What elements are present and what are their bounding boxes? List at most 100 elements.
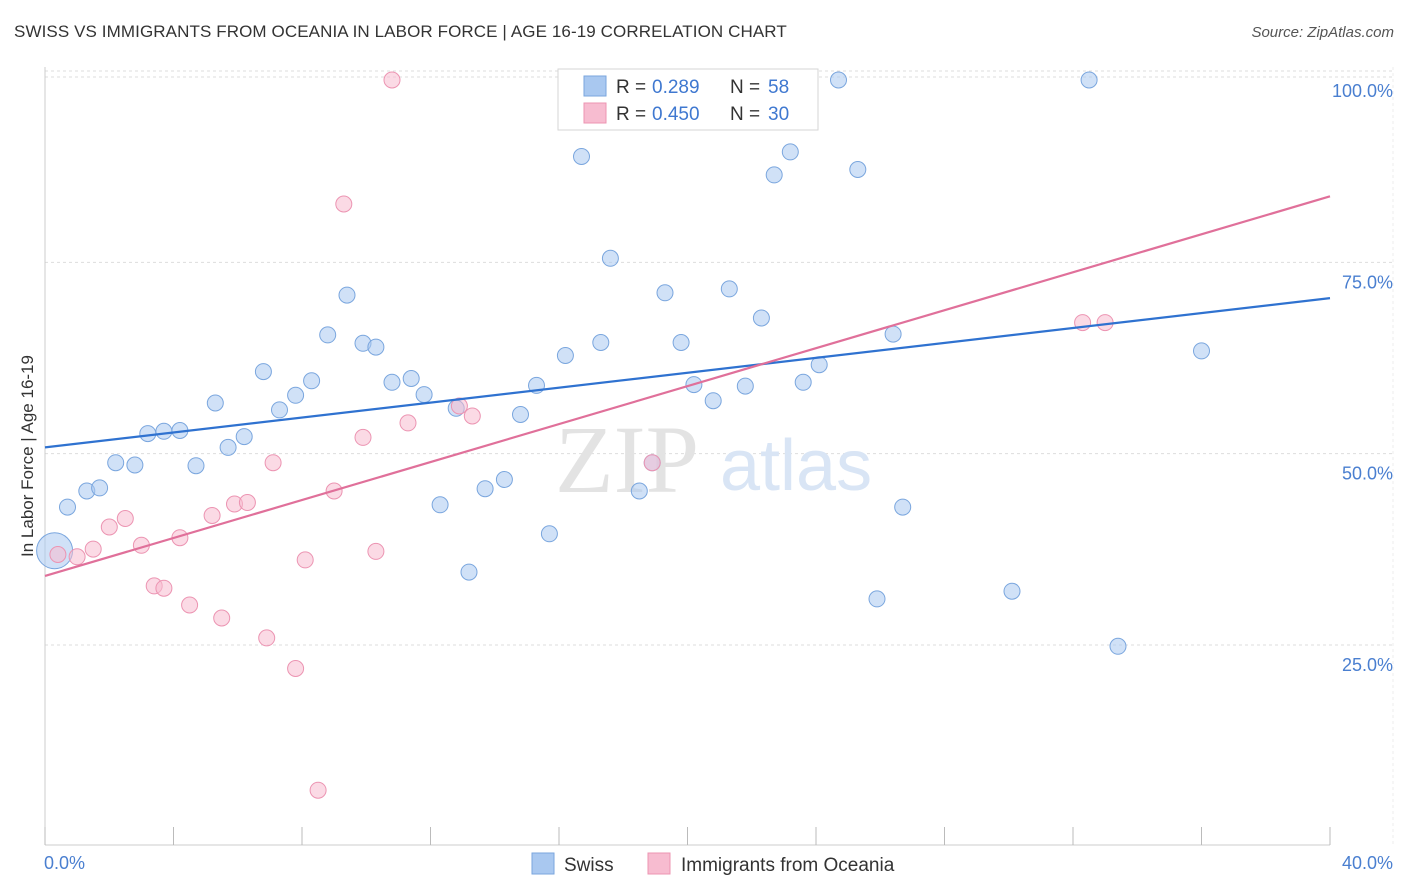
oceania-n-value: 30 — [768, 104, 789, 125]
swiss-point-15 — [287, 386, 305, 404]
oceania-point-1 — [68, 548, 86, 566]
swiss-point-18 — [338, 286, 356, 304]
swiss-point-1 — [59, 498, 76, 516]
watermark-atlas: atlas — [720, 426, 872, 506]
swiss-point-14 — [271, 401, 288, 419]
swiss-point-43 — [736, 377, 754, 395]
swiss-point-12 — [235, 428, 253, 446]
bottom-legend: Swiss Immigrants from Oceania — [531, 852, 895, 876]
watermark: ZIP atlas — [555, 406, 872, 513]
swiss-point-3 — [91, 479, 109, 497]
oceania-point-25 — [450, 397, 468, 415]
swiss-point-31 — [540, 525, 558, 543]
swiss-r-label: R = — [616, 77, 646, 98]
oceania-point-20 — [335, 195, 353, 213]
swiss-point-49 — [830, 71, 847, 89]
swiss-point-5 — [126, 456, 144, 474]
swiss-point-54 — [1003, 582, 1021, 600]
oceania-point-4 — [116, 510, 134, 527]
trend-lines — [44, 195, 1331, 577]
oceania-point-13 — [238, 494, 256, 511]
swiss-n-value: 58 — [768, 77, 789, 98]
stats-legend: R = 0.289 N = 58 R = 0.450 N = 30 — [557, 68, 819, 131]
swiss-point-6 — [139, 425, 157, 443]
swiss-point-22 — [402, 370, 420, 387]
swiss-point-32 — [556, 347, 574, 364]
oceania-point-24 — [399, 414, 417, 432]
oceania-point-18 — [309, 781, 327, 799]
oceania-point-22 — [367, 542, 385, 560]
swiss-point-29 — [512, 406, 529, 423]
oceania-n-label: N = — [730, 104, 760, 125]
swiss-point-47 — [794, 373, 812, 391]
oceania-point-16 — [287, 660, 305, 677]
oceania-point-7 — [155, 579, 173, 597]
swiss-point-28 — [495, 471, 513, 488]
swiss-point-7 — [155, 422, 173, 440]
watermark-zip: ZIP — [555, 406, 699, 513]
oceania-point-2 — [84, 540, 102, 558]
oceania-trend-line — [44, 195, 1331, 577]
bottom-legend-swiss-swatch — [531, 852, 555, 875]
swiss-point-50 — [849, 161, 867, 178]
oceania-point-21 — [354, 428, 372, 446]
oceania-point-23 — [383, 71, 401, 89]
swiss-point-41 — [704, 392, 722, 410]
oceania-point-9 — [181, 596, 199, 614]
oceania-legend-swatch — [583, 102, 607, 124]
swiss-point-33 — [573, 148, 590, 165]
swiss-point-57 — [1193, 342, 1210, 360]
oceania-point-26 — [463, 407, 481, 425]
swiss-point-20 — [367, 338, 385, 356]
oceania-point-14 — [258, 629, 276, 647]
bottom-legend-oceania: Immigrants from Oceania — [681, 855, 895, 876]
swiss-point-13 — [254, 363, 272, 381]
swiss-point-35 — [601, 249, 619, 267]
x-tick-label-40: 40.0% — [1342, 853, 1393, 873]
swiss-point-27 — [476, 480, 494, 498]
swiss-n-label: N = — [730, 77, 760, 98]
swiss-point-24 — [431, 496, 449, 514]
swiss-point-36 — [630, 482, 648, 500]
swiss-point-34 — [592, 334, 610, 351]
bottom-legend-swiss: Swiss — [564, 855, 614, 876]
chart-title: SWISS VS IMMIGRANTS FROM OCEANIA IN LABO… — [14, 22, 787, 41]
swiss-point-11 — [219, 438, 237, 456]
swiss-point-16 — [303, 372, 321, 390]
y-tick-label-50: 50.0% — [1342, 464, 1393, 484]
y-tick-label-75: 75.0% — [1342, 272, 1393, 292]
oceania-r-label: R = — [616, 104, 646, 125]
swiss-trend-line — [44, 297, 1331, 449]
y-tick-label-25: 25.0% — [1342, 655, 1393, 675]
y-tick-label-100: 100.0% — [1332, 81, 1393, 101]
y-axis-label: In Labor Force | Age 16-19 — [18, 355, 37, 557]
oceania-point-17 — [296, 551, 314, 569]
swiss-point-38 — [656, 284, 674, 302]
oceania-r-value: 0.450 — [652, 104, 700, 125]
tick-labels: 25.0% 50.0% 75.0% 100.0% 0.0% 40.0% — [44, 81, 1393, 873]
swiss-r-value: 0.289 — [652, 77, 700, 98]
swiss-point-45 — [765, 166, 783, 184]
oceania-point-10 — [203, 507, 221, 524]
swiss-point-10 — [206, 394, 224, 412]
axes — [44, 67, 1394, 846]
oceania-point-11 — [213, 609, 231, 627]
swiss-point-9 — [187, 457, 205, 475]
swiss-point-23 — [415, 386, 433, 404]
oceania-point-15 — [264, 454, 282, 472]
x-tick-label-0: 0.0% — [44, 853, 85, 873]
oceania-point-0 — [49, 546, 67, 563]
swiss-point-17 — [319, 326, 337, 344]
swiss-point-56 — [1109, 637, 1127, 655]
swiss-point-42 — [720, 280, 738, 298]
bottom-legend-oceania-swatch — [647, 852, 671, 875]
oceania-point-3 — [100, 518, 118, 536]
swiss-point-39 — [672, 334, 690, 351]
swiss-point-21 — [383, 373, 401, 391]
data-points — [36, 71, 1210, 799]
swiss-point-53 — [894, 498, 912, 516]
source-credit: Source: ZipAtlas.com — [1251, 24, 1394, 41]
swiss-point-51 — [868, 590, 886, 608]
swiss-point-44 — [752, 309, 770, 327]
